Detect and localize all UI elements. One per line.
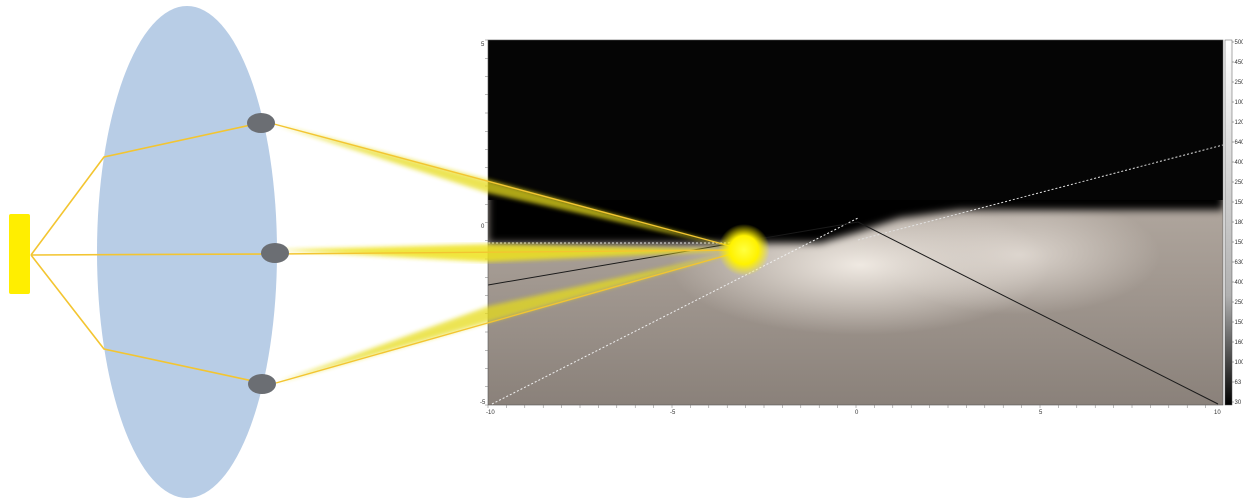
light-source-icon — [9, 214, 30, 294]
colorbar-label: 1500 — [1235, 240, 1243, 246]
colorbar-label: 1500 — [1235, 320, 1243, 326]
colorbar-label: 4000 — [1235, 160, 1243, 166]
x-tick: -5 — [670, 410, 676, 416]
reference-line-left — [488, 221, 859, 286]
colorbar-label: 250 — [1235, 300, 1243, 306]
colorbar-label: 63 — [1235, 380, 1242, 386]
x-tick: 5 — [1039, 410, 1043, 416]
colorbar-label: 1200 — [1235, 120, 1243, 126]
colorbar-label: 1800 — [1235, 220, 1243, 226]
y-tick: 5 — [481, 42, 485, 48]
colorbar-label: 30 — [1235, 400, 1242, 406]
focal-point — [718, 224, 770, 276]
colorbar-label: 1500 — [1235, 200, 1243, 206]
reference-line-falling — [857, 221, 1219, 405]
source-rays — [30, 122, 275, 384]
x-tick: -10 — [486, 410, 495, 416]
colorbar-label: 100 — [1235, 360, 1243, 366]
lower-node — [248, 374, 276, 394]
middle-node — [261, 243, 289, 263]
colorbar-label: 160 — [1235, 340, 1243, 346]
colorbar-label: 4500 — [1235, 60, 1243, 66]
reference-line-rising — [491, 217, 859, 405]
colorbar-label: 6400 — [1235, 140, 1243, 146]
colorbar-label: 1000 — [1235, 100, 1243, 106]
x-tick: 10 — [1214, 410, 1221, 416]
x-tick: 0 — [855, 410, 859, 416]
upper-node — [247, 113, 275, 133]
colorbar-label: 630 — [1235, 260, 1243, 266]
y-tick: 0 — [481, 224, 485, 230]
reflector-lens-icon — [97, 6, 277, 498]
converging-beams — [273, 123, 746, 384]
colorbar: 5000 4500 2500 1000 1200 6400 4000 2500 1500 1800… — [1224, 39, 1243, 406]
y-tick: -5 — [480, 400, 486, 406]
colorbar-label: 2500 — [1235, 180, 1243, 186]
colorbar-label: 5000 — [1235, 40, 1243, 46]
colorbar-label: 400 — [1235, 280, 1243, 286]
colorbar-label: 2500 — [1235, 80, 1243, 86]
illuminance-plot: -10 -5 0 5 10 5 0 -5 — [480, 39, 1224, 416]
